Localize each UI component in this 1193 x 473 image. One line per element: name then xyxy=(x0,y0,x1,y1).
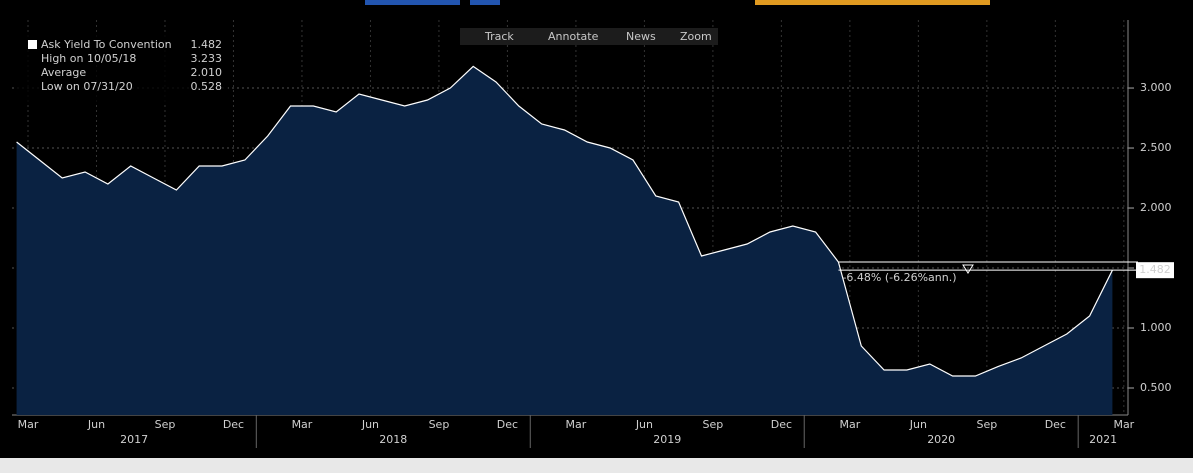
year-label: 2019 xyxy=(653,433,681,446)
last-value-box xyxy=(1136,262,1174,279)
year-label: 2021 xyxy=(1089,433,1117,446)
toolbar-button[interactable]: Zoom xyxy=(680,30,712,43)
x-tick-label: Jun xyxy=(635,418,653,431)
footer xyxy=(0,458,1193,473)
legend-stat-label: Low on 07/31/20 xyxy=(41,80,133,93)
x-tick-label: Jun xyxy=(361,418,379,431)
legend-stat-label: High on 10/05/18 xyxy=(41,52,136,65)
tab xyxy=(755,0,990,5)
legend-stat-value: 2.010 xyxy=(191,66,223,79)
legend-swatch xyxy=(28,40,37,49)
y-tick-label: 2.000 xyxy=(1140,201,1172,214)
toolbar-button[interactable]: Track xyxy=(484,30,514,43)
x-tick-label: Sep xyxy=(155,418,176,431)
x-tick-label: Dec xyxy=(497,418,518,431)
legend-stat-value: 0.528 xyxy=(191,80,223,93)
legend-label: Ask Yield To Convention xyxy=(41,38,172,51)
tab xyxy=(365,0,460,5)
x-tick-label: Mar xyxy=(292,418,313,431)
x-tick-label: Sep xyxy=(429,418,450,431)
year-label: 2020 xyxy=(927,433,955,446)
y-tick-label: 1.000 xyxy=(1140,321,1172,334)
legend: Ask Yield To Convention 1.482 High on 10/0… xyxy=(14,32,228,102)
annotation-marker xyxy=(962,264,974,274)
x-tick-label: Sep xyxy=(703,418,724,431)
legend-box xyxy=(14,32,228,102)
legend-stat-label: Average xyxy=(41,66,86,79)
x-tick-label: Jun xyxy=(909,418,927,431)
toolbar: Track Annotate News Zoom xyxy=(460,28,718,45)
legend-stat-value: 3.233 xyxy=(191,52,223,65)
toolbar-button[interactable]: News xyxy=(626,30,656,43)
x-tick-label: Dec xyxy=(771,418,792,431)
y-tick-label: 2.500 xyxy=(1140,141,1172,154)
x-tick-label: Mar xyxy=(566,418,587,431)
toolbar-button[interactable]: Annotate xyxy=(548,30,599,43)
y-tick-label: 3.000 xyxy=(1140,81,1172,94)
x-tick-label: Dec xyxy=(1045,418,1066,431)
year-label: 2018 xyxy=(379,433,407,446)
area xyxy=(16,66,1113,416)
x-tick-label: Mar xyxy=(18,418,39,431)
x-tick-label: Mar xyxy=(839,418,860,431)
y-tick-label: 0.500 xyxy=(1140,381,1172,394)
x-tick-label: Mar xyxy=(1113,418,1134,431)
last-value-label: 1.482 xyxy=(1139,263,1171,276)
line xyxy=(16,65,1113,377)
year-label: 2017 xyxy=(120,433,148,446)
toolbar-bg xyxy=(460,28,718,45)
x-tick-label: Sep xyxy=(976,418,997,431)
x-tick-label: Dec xyxy=(223,418,244,431)
tab xyxy=(470,0,500,5)
annotation-text: -6.48% (-6.26%ann.) xyxy=(842,271,956,284)
legend-value: 1.482 xyxy=(191,38,223,51)
x-tick-label: Jun xyxy=(87,418,105,431)
